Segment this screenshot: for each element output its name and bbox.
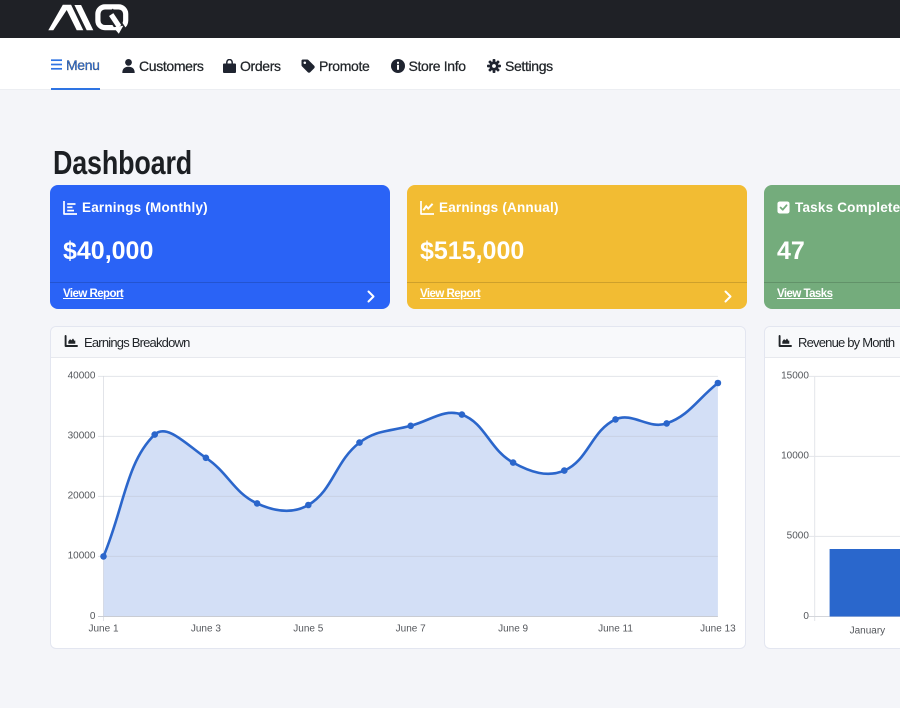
svg-text:June 13: June 13: [700, 624, 736, 635]
svg-text:June 1: June 1: [88, 624, 118, 635]
svg-text:30000: 30000: [68, 431, 96, 442]
svg-text:20000: 20000: [68, 491, 96, 502]
svg-text:10000: 10000: [68, 551, 96, 562]
svg-text:5000: 5000: [787, 531, 810, 542]
svg-text:0: 0: [803, 611, 809, 622]
svg-text:June 9: June 9: [498, 624, 528, 635]
svg-text:40000: 40000: [68, 371, 96, 382]
svg-text:June 7: June 7: [396, 624, 426, 635]
svg-text:January: January: [850, 626, 886, 637]
svg-text:10000: 10000: [781, 451, 809, 462]
svg-text:0: 0: [90, 611, 96, 622]
svg-text:June 5: June 5: [293, 624, 323, 635]
svg-text:June 3: June 3: [191, 624, 221, 635]
svg-text:15000: 15000: [781, 371, 809, 382]
svg-text:June 11: June 11: [598, 624, 633, 635]
